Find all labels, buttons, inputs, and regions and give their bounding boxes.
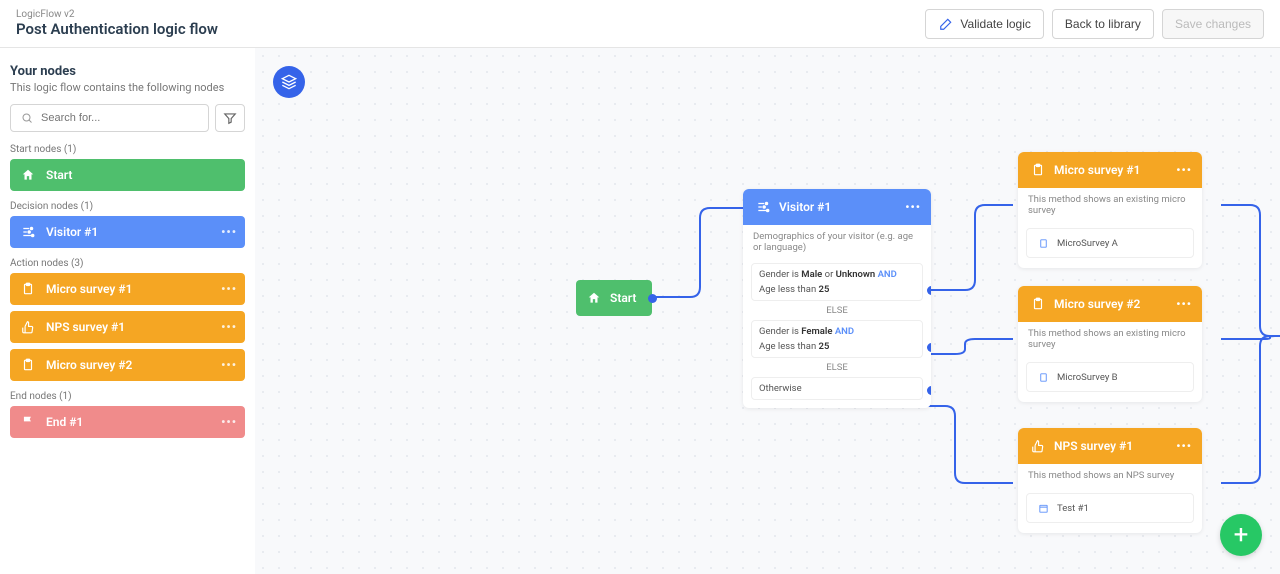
header: LogicFlow v2 Post Authentication logic f… (0, 0, 1280, 48)
micro1-item[interactable]: MicroSurvey A (1026, 228, 1194, 258)
micro2-desc: This method shows an existing micro surv… (1018, 322, 1202, 356)
sidebar-node-item[interactable]: Start (10, 159, 245, 191)
visitor-desc: Demographics of your visitor (e.g. age o… (743, 225, 931, 259)
layers-button[interactable] (273, 66, 305, 98)
rule-2[interactable]: Gender is Female AND Age less than 25 (751, 320, 923, 358)
sidebar-title: Your nodes (10, 64, 245, 79)
micro2-header[interactable]: Micro survey #2 ••• (1018, 286, 1202, 322)
micro1-header[interactable]: Micro survey #1 ••• (1018, 152, 1202, 188)
port[interactable] (927, 343, 931, 352)
content: Your nodes This logic flow contains the … (0, 48, 1280, 574)
nps-title: NPS survey #1 (1054, 439, 1133, 453)
validate-button[interactable]: Validate logic (925, 9, 1044, 39)
more-icon[interactable]: ••• (221, 358, 237, 372)
port[interactable] (927, 286, 931, 295)
wand-icon (938, 16, 954, 32)
node-item-label: End #1 (46, 415, 83, 429)
more-icon[interactable]: ••• (1176, 297, 1192, 311)
micro1-title: Micro survey #1 (1054, 163, 1140, 177)
sidebar: Your nodes This logic flow contains the … (0, 48, 255, 574)
node-item-label: Micro survey #2 (46, 358, 132, 372)
sliders-icon (755, 199, 771, 215)
node-item-label: Micro survey #1 (46, 282, 132, 296)
else-2: ELSE (743, 362, 931, 373)
clipboard-icon (1030, 296, 1046, 312)
thumbs-icon (1030, 438, 1046, 454)
start-label: Start (610, 291, 636, 305)
plus-icon: + (1234, 520, 1249, 550)
node-item-label: Visitor #1 (46, 225, 98, 239)
more-icon[interactable]: ••• (221, 415, 237, 429)
clipboard-icon (20, 357, 36, 373)
more-icon[interactable]: ••• (1176, 439, 1192, 453)
node-item-label: NPS survey #1 (46, 320, 125, 334)
more-icon[interactable]: ••• (221, 320, 237, 334)
sliders-icon (20, 224, 36, 240)
node-item-label: Start (46, 168, 72, 182)
sidebar-node-item[interactable]: End #1 ••• (10, 406, 245, 438)
visitor-node[interactable]: Visitor #1 ••• Demographics of your visi… (743, 189, 931, 408)
micro2-node[interactable]: Micro survey #2 ••• This method shows an… (1018, 286, 1202, 402)
layers-icon (281, 74, 297, 90)
micro1-desc: This method shows an existing micro surv… (1018, 188, 1202, 222)
more-icon[interactable]: ••• (221, 282, 237, 296)
group-label: Decision nodes (1) (10, 201, 245, 212)
add-button[interactable]: + (1220, 514, 1262, 556)
home-icon (586, 290, 602, 306)
group-label: Action nodes (3) (10, 258, 245, 269)
save-button: Save changes (1162, 9, 1264, 39)
search-box[interactable] (10, 104, 209, 132)
more-icon[interactable]: ••• (221, 225, 237, 239)
more-icon[interactable]: ••• (1176, 163, 1192, 177)
sidebar-node-item[interactable]: Micro survey #2 ••• (10, 349, 245, 381)
sidebar-node-item[interactable]: Micro survey #1 ••• (10, 273, 245, 305)
micro2-title: Micro survey #2 (1054, 297, 1140, 311)
group-label: End nodes (1) (10, 391, 245, 402)
rule-otherwise[interactable]: Otherwise (751, 377, 923, 400)
filter-icon (223, 111, 237, 125)
search-input[interactable] (41, 112, 200, 124)
port[interactable] (648, 294, 657, 303)
header-actions: Validate logic Back to library Save chan… (925, 9, 1264, 39)
clipboard-icon (1030, 162, 1046, 178)
validate-label: Validate logic (960, 17, 1031, 31)
micro1-node[interactable]: Micro survey #1 ••• This method shows an… (1018, 152, 1202, 268)
micro2-item[interactable]: MicroSurvey B (1026, 362, 1194, 392)
sidebar-subtitle: This logic flow contains the following n… (10, 81, 245, 94)
search-row (10, 104, 245, 132)
clipboard-icon (1035, 235, 1051, 251)
visitor-header[interactable]: Visitor #1 ••• (743, 189, 931, 225)
flag-icon (20, 414, 36, 430)
search-icon (19, 110, 35, 126)
home-icon (20, 167, 36, 183)
else-1: ELSE (743, 305, 931, 316)
port[interactable] (927, 386, 931, 395)
clipboard-icon (20, 281, 36, 297)
nps-node[interactable]: NPS survey #1 ••• This method shows an N… (1018, 428, 1202, 533)
page-title: Post Authentication logic flow (16, 20, 218, 38)
filter-button[interactable] (215, 104, 245, 132)
header-left: LogicFlow v2 Post Authentication logic f… (16, 9, 218, 38)
breadcrumb: LogicFlow v2 (16, 9, 218, 20)
rule-1[interactable]: Gender is Male or Unknown AND Age less t… (751, 263, 923, 301)
back-button[interactable]: Back to library (1052, 9, 1154, 39)
group-label: Start nodes (1) (10, 144, 245, 155)
canvas[interactable]: Start Visitor #1 ••• Demographics of you… (255, 48, 1280, 574)
thumbs-icon (20, 319, 36, 335)
nps-desc: This method shows an NPS survey (1018, 464, 1202, 487)
clipboard-icon (1035, 369, 1051, 385)
nps-header[interactable]: NPS survey #1 ••• (1018, 428, 1202, 464)
start-node[interactable]: Start (576, 280, 652, 316)
nps-item[interactable]: Test #1 (1026, 493, 1194, 523)
sidebar-node-item[interactable]: NPS survey #1 ••• (10, 311, 245, 343)
visitor-title: Visitor #1 (779, 200, 831, 214)
more-icon[interactable]: ••• (905, 200, 921, 214)
calendar-icon (1035, 500, 1051, 516)
sidebar-node-item[interactable]: Visitor #1 ••• (10, 216, 245, 248)
